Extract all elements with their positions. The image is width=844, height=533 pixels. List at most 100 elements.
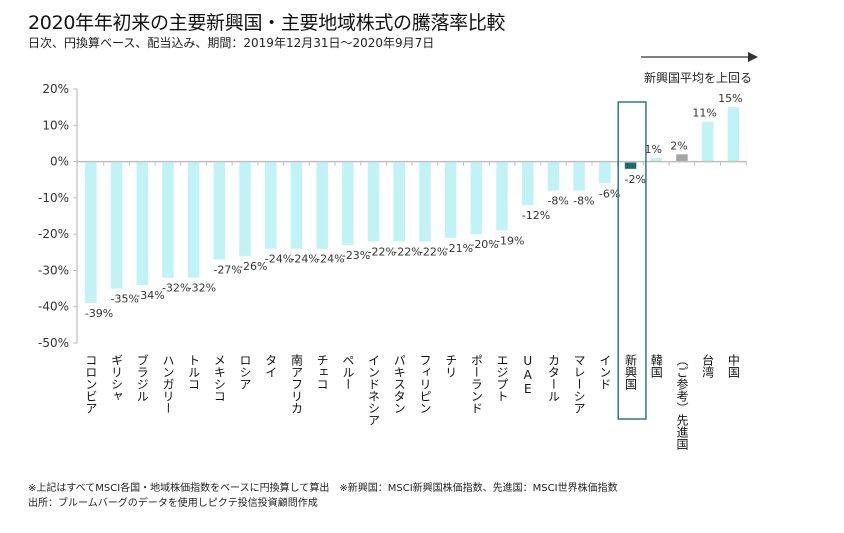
data-label: -34% <box>136 289 164 302</box>
category-label: タイ <box>264 354 278 378</box>
footnote-source-index: ※上記はすべてMSCI各国・地域株価指数をベースに円換算して算出 ※新興国：MS… <box>28 483 618 494</box>
bar <box>239 162 251 256</box>
data-label: 11% <box>692 107 716 120</box>
data-label: -12% <box>522 209 550 222</box>
y-tick-label: 0% <box>50 155 69 169</box>
category-label: インドネシア <box>367 354 381 426</box>
data-label: -6% <box>599 187 620 200</box>
annotation-group: 新興国平均を上回る <box>617 52 758 420</box>
data-label: -22% <box>393 245 421 258</box>
x-axis <box>77 160 747 166</box>
highlight-box <box>617 101 647 420</box>
bar <box>624 162 637 169</box>
data-label: -22% <box>419 245 447 258</box>
bar <box>650 157 662 162</box>
category-label: 南アフリカ <box>289 353 303 414</box>
chart-subtitle: 日次、円換算ベース、配当込み、期間：2019年12月31日～2020年9月7日 <box>28 36 435 50</box>
category-label: カタール <box>546 354 560 402</box>
bar <box>110 162 123 289</box>
data-label: -32% <box>188 282 216 295</box>
annotation-text: 新興国平均を上回る <box>644 70 752 85</box>
bar <box>162 162 174 278</box>
bar <box>676 154 688 162</box>
bar <box>367 162 380 242</box>
footnote-data-source: 出所：ブルームバーグのデータを使用しピクテ投信投資顧問作成 <box>28 498 318 509</box>
data-label: -22% <box>368 245 396 258</box>
category-label: コロンビア <box>84 354 98 414</box>
bar <box>727 107 740 162</box>
category-label: インド <box>598 354 612 390</box>
data-label: -19% <box>496 235 524 248</box>
y-tick-label: -30% <box>38 263 69 277</box>
y-tick-label: 10% <box>42 118 69 132</box>
category-label: チリ <box>444 354 458 378</box>
category-label: （ご参考）先進国 <box>675 354 689 450</box>
data-label: -2% <box>625 173 646 186</box>
data-label: -24% <box>265 253 293 266</box>
bar <box>265 162 277 249</box>
bars-group <box>85 107 740 304</box>
data-label: -26% <box>239 260 267 273</box>
bar <box>522 162 534 206</box>
y-tick-label: -50% <box>38 336 69 350</box>
bar <box>136 162 148 285</box>
category-label: 韓国 <box>649 354 663 378</box>
y-tick-label: -10% <box>38 191 69 205</box>
category-label: 中国 <box>726 353 740 378</box>
category-label: ハンガリー <box>161 354 175 414</box>
data-labels-group: -39%-35%-34%-32%-32%-27%-26%-24%-24%-24%… <box>85 92 743 320</box>
bar <box>496 162 508 231</box>
y-tick-label: 20% <box>42 82 69 96</box>
bar <box>393 162 405 242</box>
bar <box>444 162 457 238</box>
data-label: 15% <box>718 92 742 105</box>
bar <box>290 162 303 249</box>
category-label: ブラジル <box>135 353 149 402</box>
bar <box>547 162 560 191</box>
data-label: -27% <box>213 264 241 277</box>
data-label: -23% <box>342 249 370 262</box>
category-label: 台湾 <box>701 353 715 379</box>
y-axis: 20% 10% 0% -10% -20% -30% -40% -50% <box>38 82 78 350</box>
bar <box>599 162 611 184</box>
bar <box>701 121 714 162</box>
data-label: -39% <box>85 307 113 320</box>
category-label: マレーシア <box>572 354 586 414</box>
bar <box>573 162 585 191</box>
category-label: メキシコ <box>212 354 226 402</box>
data-label: -24% <box>290 253 318 266</box>
data-label: -21% <box>445 242 473 255</box>
category-label: エジプト <box>495 354 509 402</box>
bar <box>342 162 354 246</box>
category-label: UAE <box>521 354 535 396</box>
category-label: トルコ <box>187 354 201 390</box>
category-label: ロシア <box>238 354 252 390</box>
data-label: 1% <box>645 143 662 156</box>
category-label: フィリピン <box>418 354 432 414</box>
data-label: -8% <box>547 195 568 208</box>
category-label: 新興国 <box>624 353 638 390</box>
category-label: パキスタン <box>392 354 406 414</box>
bar <box>187 162 200 278</box>
data-label: -32% <box>162 282 190 295</box>
bar <box>316 162 328 249</box>
y-tick-label: -20% <box>38 227 69 241</box>
category-label: チェコ <box>315 354 329 390</box>
category-label: ポーランド <box>469 354 483 414</box>
bar <box>85 162 97 304</box>
y-tick-label: -40% <box>38 300 69 314</box>
bar <box>470 162 483 235</box>
data-label: -20% <box>470 238 498 251</box>
category-label: ギリシャ <box>110 354 124 402</box>
data-label: -24% <box>316 253 344 266</box>
category-label: ペルー <box>341 354 355 390</box>
data-label: -35% <box>111 293 139 306</box>
bar <box>213 162 226 260</box>
arrow-right-icon <box>748 52 758 62</box>
data-label: 2% <box>670 139 687 152</box>
data-label: -8% <box>573 195 594 208</box>
category-labels-group: コロンビア ギリシャ ブラジル ハンガリー トルコ メキシコ ロシア タイ 南アフリカ チェコ ペル… <box>84 353 740 450</box>
chart-title: 2020年年初来の主要新興国・主要地域株式の騰落率比較 <box>28 12 506 34</box>
bar <box>419 162 431 242</box>
